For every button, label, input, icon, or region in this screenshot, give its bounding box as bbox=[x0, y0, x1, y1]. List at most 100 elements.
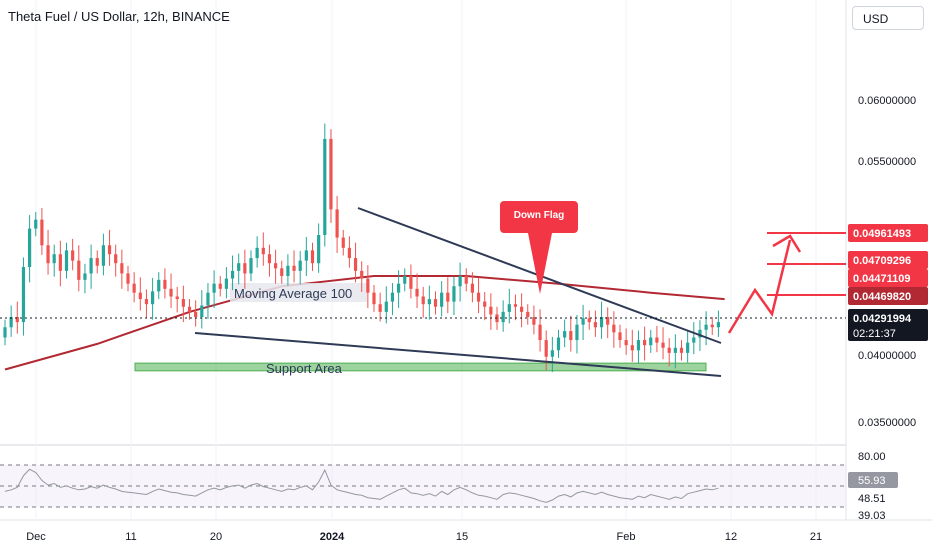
candle-body bbox=[3, 327, 7, 338]
candle-body bbox=[89, 258, 93, 274]
candle-body bbox=[692, 337, 696, 343]
time-tick: 12 bbox=[725, 531, 737, 543]
candle-body bbox=[452, 286, 456, 302]
candle-body bbox=[163, 279, 167, 289]
candle-body bbox=[144, 299, 149, 305]
candle-body bbox=[612, 324, 616, 333]
candle-body bbox=[526, 311, 530, 317]
rsi-axis[interactable]: 80.00 55.93 48.51 39.03 bbox=[848, 451, 898, 522]
candle-body bbox=[360, 270, 364, 279]
candle-body bbox=[427, 299, 431, 305]
projection-path[interactable] bbox=[727, 239, 792, 334]
candle-body bbox=[390, 292, 395, 302]
lower-trendline[interactable] bbox=[194, 332, 722, 377]
candle-body bbox=[458, 276, 462, 287]
candle-body bbox=[175, 296, 179, 300]
time-tick: 21 bbox=[810, 531, 822, 543]
price-tick: 0.04000000 bbox=[858, 350, 916, 362]
candle-body bbox=[704, 324, 708, 330]
candle-body bbox=[101, 245, 105, 266]
time-axis[interactable]: Dec 11 20 2024 15 Feb 12 21 bbox=[26, 531, 822, 543]
support-area bbox=[134, 362, 707, 372]
candle-body bbox=[673, 347, 677, 353]
candle-body bbox=[366, 278, 370, 293]
countdown-label: 02:21:37 bbox=[853, 328, 896, 340]
candle-body bbox=[716, 322, 720, 328]
time-tick: 15 bbox=[456, 531, 468, 543]
candle-body bbox=[538, 324, 542, 341]
time-tick: 2024 bbox=[320, 531, 345, 543]
rsi-line bbox=[4, 468, 719, 503]
candle-body bbox=[415, 288, 419, 297]
candle-body bbox=[286, 265, 290, 276]
candle-body bbox=[15, 317, 19, 323]
candle-body bbox=[606, 317, 610, 325]
candle-body bbox=[476, 292, 481, 302]
candle-body bbox=[587, 318, 591, 323]
price-label-bg bbox=[848, 251, 928, 269]
last-price-badge bbox=[848, 309, 928, 341]
candle-body bbox=[280, 268, 284, 276]
candle-body bbox=[667, 347, 671, 353]
candle-body bbox=[341, 237, 345, 248]
candle-body bbox=[710, 324, 714, 328]
candle-body bbox=[206, 292, 210, 306]
candle-body bbox=[630, 345, 634, 351]
candle-body bbox=[71, 250, 75, 261]
candle-body bbox=[274, 263, 278, 269]
candle-body bbox=[77, 260, 81, 280]
candle-body bbox=[470, 283, 474, 293]
price-label: 0.04471109 bbox=[853, 273, 911, 285]
candle-body bbox=[46, 245, 50, 264]
candle-body bbox=[501, 311, 505, 323]
candle-body bbox=[433, 299, 438, 307]
time-tick: Feb bbox=[617, 531, 636, 543]
candle-body bbox=[655, 337, 659, 343]
rsi-tick: 80.00 bbox=[858, 451, 886, 463]
price-axis[interactable]: 0.06000000 0.05500000 0.03500000 0.04000… bbox=[858, 95, 916, 429]
candle-body bbox=[618, 332, 622, 341]
down-flag-callout[interactable] bbox=[500, 201, 578, 294]
price-label: 0.04469820 bbox=[853, 291, 911, 303]
candle-body bbox=[513, 304, 518, 307]
price-labels: 0.04961493 0.04709296 0.04471109 0.04469… bbox=[848, 224, 928, 341]
candle-body bbox=[532, 317, 536, 325]
candle-body bbox=[21, 267, 26, 323]
candle-body bbox=[224, 278, 228, 289]
candlestick-series bbox=[3, 123, 720, 373]
candle-body bbox=[679, 347, 684, 353]
candle-body bbox=[581, 318, 585, 325]
currency-selector[interactable]: USD bbox=[852, 6, 924, 30]
candle-body bbox=[384, 301, 388, 312]
candle-body bbox=[292, 265, 296, 271]
down-flag-label: Down Flag bbox=[514, 210, 565, 221]
candle-body bbox=[132, 283, 136, 293]
candle-body bbox=[169, 288, 173, 297]
projection-arrowhead bbox=[772, 234, 802, 253]
candle-body bbox=[440, 292, 444, 307]
candle-body bbox=[643, 340, 647, 346]
candle-body bbox=[649, 337, 653, 346]
candle-body bbox=[489, 306, 493, 315]
candle-body bbox=[599, 317, 604, 328]
candle-body bbox=[64, 250, 69, 271]
price-label: 0.04961493 bbox=[853, 228, 911, 240]
last-price-label: 0.04291994 bbox=[853, 313, 912, 325]
candle-body bbox=[237, 263, 241, 271]
rsi-band bbox=[0, 465, 846, 507]
candle-body bbox=[194, 311, 198, 317]
candle-body bbox=[304, 250, 308, 261]
candle-body bbox=[636, 340, 641, 351]
candle-body bbox=[138, 292, 142, 300]
candle-body bbox=[421, 296, 425, 305]
ma-label-bg bbox=[230, 283, 367, 302]
candle-body bbox=[187, 306, 192, 312]
price-label-bg bbox=[848, 269, 928, 287]
candle-body bbox=[446, 292, 450, 302]
rsi-tick: 48.51 bbox=[858, 493, 886, 505]
price-label-bg bbox=[848, 287, 928, 305]
candle-body bbox=[157, 279, 161, 292]
candle-body bbox=[347, 247, 351, 259]
candle-body bbox=[151, 291, 155, 305]
